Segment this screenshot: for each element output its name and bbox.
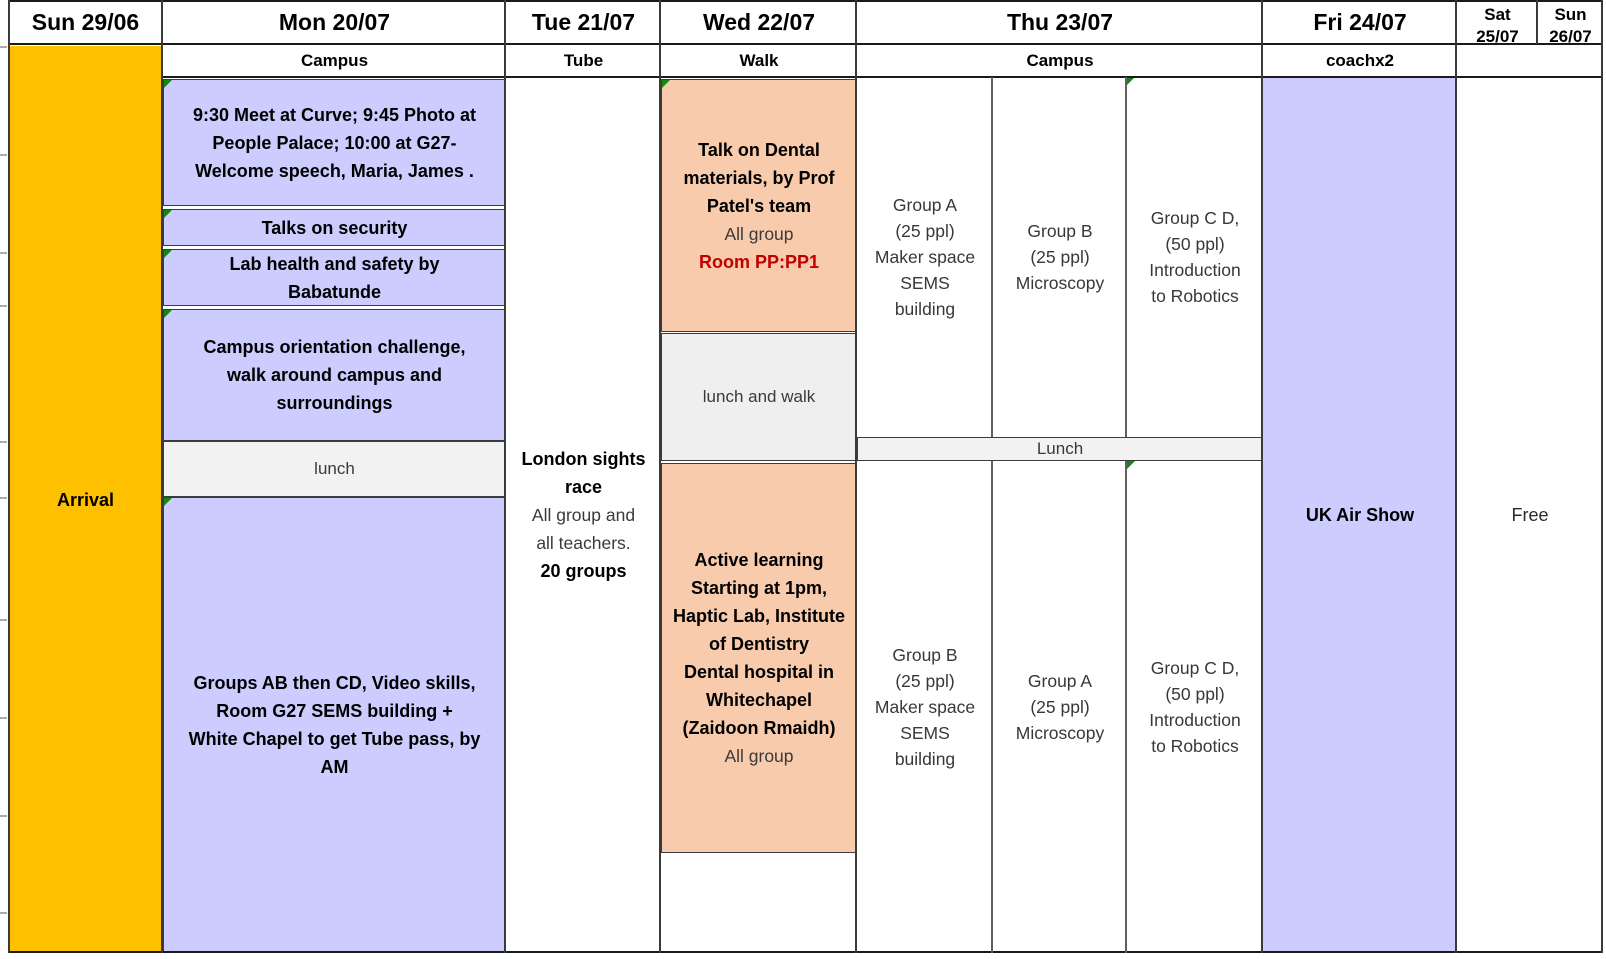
header-wed-22-07[interactable]: Wed 22/07 xyxy=(702,8,816,35)
active-learning-title: Active learning Starting at 1pm, Haptic … xyxy=(672,550,845,738)
dental-talk-group: All group xyxy=(724,223,794,244)
cell-mon-meet[interactable]: 9:30 Meet at Curve; 9:45 Photo at People… xyxy=(163,79,506,206)
row-gridline-tick xyxy=(0,441,7,443)
dental-talk-room: Room PP:PP1 xyxy=(698,251,820,272)
row-gridline-tick xyxy=(0,619,7,621)
header-fri-24-07[interactable]: Fri 24/07 xyxy=(1313,8,1407,35)
grid-line-thu-sub2-pm xyxy=(1125,461,1127,953)
cell-wed-dental-talk[interactable]: Talk on Dental materials, by Prof Patel'… xyxy=(661,79,857,332)
grid-line-col-thu-fri xyxy=(1261,0,1263,953)
grid-line-col-sat-sun-header xyxy=(1536,0,1538,44)
grid-line-bottom xyxy=(8,951,1603,953)
cell-thu-pm-group-b[interactable]: Group B (25 ppl) Maker space SEMS buildi… xyxy=(874,645,976,769)
cell-mon-video-skills[interactable]: Groups AB then CD, Video skills, Room G2… xyxy=(163,497,506,953)
grid-line-col-wed-thu xyxy=(855,0,857,953)
cell-thu-pm-group-a[interactable]: Group A (25 ppl) Microscopy xyxy=(1015,671,1105,743)
cell-mon-orientation[interactable]: Campus orientation challenge, walk aroun… xyxy=(163,309,506,441)
subheader-thu-campus[interactable]: Campus xyxy=(1026,50,1094,70)
subheader-mon-campus[interactable]: Campus xyxy=(300,50,369,70)
header-thu-23-07[interactable]: Thu 23/07 xyxy=(1006,8,1114,35)
cell-fri-uk-air-show[interactable]: UK Air Show xyxy=(1263,77,1457,953)
row-gridline-tick xyxy=(0,154,7,156)
cell-thu-am-group-a[interactable]: Group A (25 ppl) Maker space SEMS buildi… xyxy=(874,195,976,319)
subheader-tue-tube[interactable]: Tube xyxy=(563,50,604,70)
cell-tue-london-race[interactable]: London sights race All group and all tea… xyxy=(506,77,661,953)
header-sun-29-06[interactable]: Sun 29/06 xyxy=(31,8,140,35)
row-gridline-tick xyxy=(0,912,7,914)
header-sat-25-07[interactable]: Sat 25/07 xyxy=(1476,5,1519,44)
grid-line-col-fri-sat xyxy=(1455,0,1457,953)
grid-line-header-bottom xyxy=(8,43,1603,45)
cell-thu-lunch[interactable]: Lunch xyxy=(857,437,1263,461)
cell-mon-lunch[interactable]: lunch xyxy=(163,441,506,497)
header-mon-20-07[interactable]: Mon 20/07 xyxy=(278,8,391,35)
cell-mon-lab-safety[interactable]: Lab health and safety by Babatunde xyxy=(163,249,506,306)
grid-line-col-tue-wed xyxy=(659,0,661,953)
grid-line-col-mon-tue xyxy=(504,0,506,953)
grid-line-thu-sub1-pm xyxy=(991,461,993,953)
header-sun-26-07[interactable]: Sun 26/07 xyxy=(1549,5,1592,44)
cell-thu-am-group-b[interactable]: Group B (25 ppl) Microscopy xyxy=(1015,221,1105,293)
cell-wed-active-learning[interactable]: Active learning Starting at 1pm, Haptic … xyxy=(661,463,857,853)
cell-weekend-free[interactable]: Free xyxy=(1511,505,1549,525)
grid-line-thu-sub1-am xyxy=(991,77,993,437)
grid-line-col-sun-mon xyxy=(161,0,163,953)
active-learning-group: All group xyxy=(724,746,794,766)
row-gridline-tick xyxy=(0,717,7,719)
subheader-wed-walk[interactable]: Walk xyxy=(739,50,779,70)
cell-thu-pm-group-cd[interactable]: Group C D, (50 ppl) Introduction to Robo… xyxy=(1127,461,1263,953)
row-gridline-tick xyxy=(0,815,7,817)
race-title: London sights race xyxy=(521,449,646,497)
grid-line-subheader-bottom xyxy=(163,76,1603,78)
header-tue-21-07[interactable]: Tue 21/07 xyxy=(531,8,636,35)
grid-line-right-edge xyxy=(1601,0,1603,953)
row-gridline-tick xyxy=(0,305,7,307)
subheader-fri-coach[interactable]: coachx2 xyxy=(1325,50,1395,70)
cell-wed-lunch-walk[interactable]: lunch and walk xyxy=(661,333,857,461)
row-gridline-tick xyxy=(0,252,7,254)
race-groups: 20 groups xyxy=(540,561,627,581)
cell-thu-am-group-cd[interactable]: Group C D, (50 ppl) Introduction to Robo… xyxy=(1127,77,1263,437)
row-gridline-tick xyxy=(0,497,7,499)
cell-mon-security-talks[interactable]: Talks on security xyxy=(163,209,506,246)
grid-line-thu-sub2-am xyxy=(1125,77,1127,437)
grid-line-left-edge xyxy=(8,0,10,953)
cell-arrival[interactable]: Arrival xyxy=(8,46,163,953)
row-gridline-tick xyxy=(0,46,7,48)
dental-talk-title: Talk on Dental materials, by Prof Patel'… xyxy=(683,139,835,216)
race-participants: All group and all teachers. xyxy=(531,505,636,553)
grid-line-top xyxy=(8,0,1603,2)
